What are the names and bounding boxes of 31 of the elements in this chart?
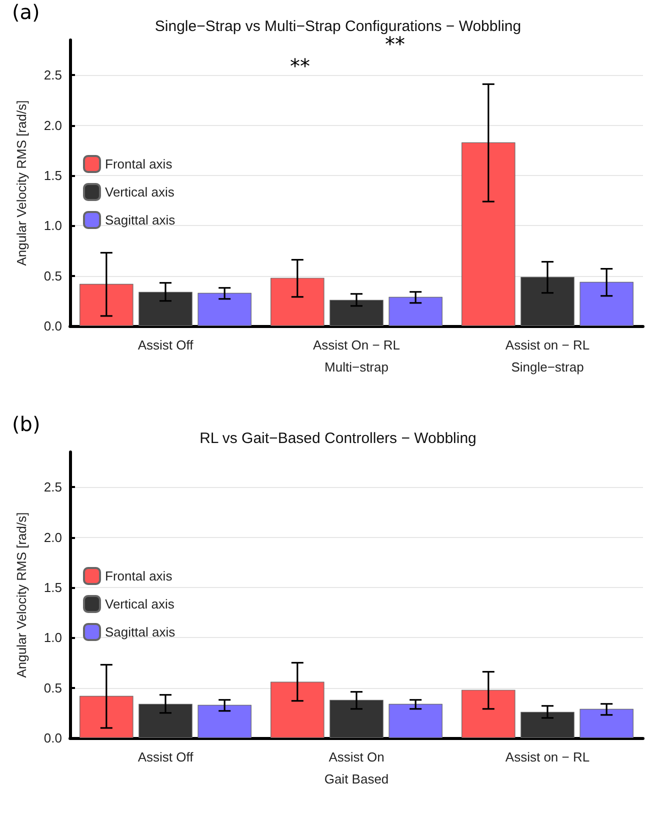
legend-label: Frontal axis: [105, 568, 173, 584]
y-tick-label: 2.5: [44, 480, 62, 495]
y-tick-label: 1.0: [44, 630, 62, 646]
y-tick-label: 0.0: [44, 318, 62, 334]
x-tick-label: Assist On − RL Multi−strap: [312, 338, 400, 374]
y-tick-label: 1.0: [44, 218, 62, 234]
y-tick-label: 2.5: [44, 68, 62, 83]
y-axis-title: Angular Velocity RMS [rad/s]: [14, 512, 29, 678]
chart-title: Single−Strap vs Multi−Strap Configurations − Wobbling: [154, 18, 522, 35]
legend-label: Vertical axis: [105, 596, 175, 612]
text: (a): [12, 0, 40, 24]
y-tick-label: 1.5: [44, 580, 62, 595]
legend-label: Frontal axis: [105, 156, 173, 172]
y-tick-label: 2.0: [44, 530, 62, 545]
x-tick-label: Assist Off: [138, 750, 194, 764]
y-tick-label: 0.0: [44, 730, 62, 746]
y-tick-label: 0.5: [44, 680, 62, 696]
y-axis-title: Angular Velocity RMS [rad/s]: [14, 100, 29, 266]
text: (b): [12, 412, 40, 436]
annotation: **: [290, 54, 310, 78]
x-tick-label: Assist Off: [138, 338, 194, 352]
y-tick-label: 1.5: [44, 168, 62, 183]
x-tick-label: Assist on − RL Single−strap: [505, 338, 590, 374]
x-tick-label: Assist on − RL: [505, 750, 590, 764]
x-tick-label: Assist On Gait Based: [324, 750, 389, 786]
legend-label: Sagittal axis: [105, 212, 176, 228]
y-tick-label: 2.0: [44, 118, 62, 133]
legend-label: Sagittal axis: [105, 624, 176, 640]
y-tick-label: 0.5: [44, 268, 62, 284]
legend-label: Vertical axis: [105, 184, 175, 200]
chart-title: RL vs Gait−Based Controllers − Wobbling: [200, 430, 476, 447]
